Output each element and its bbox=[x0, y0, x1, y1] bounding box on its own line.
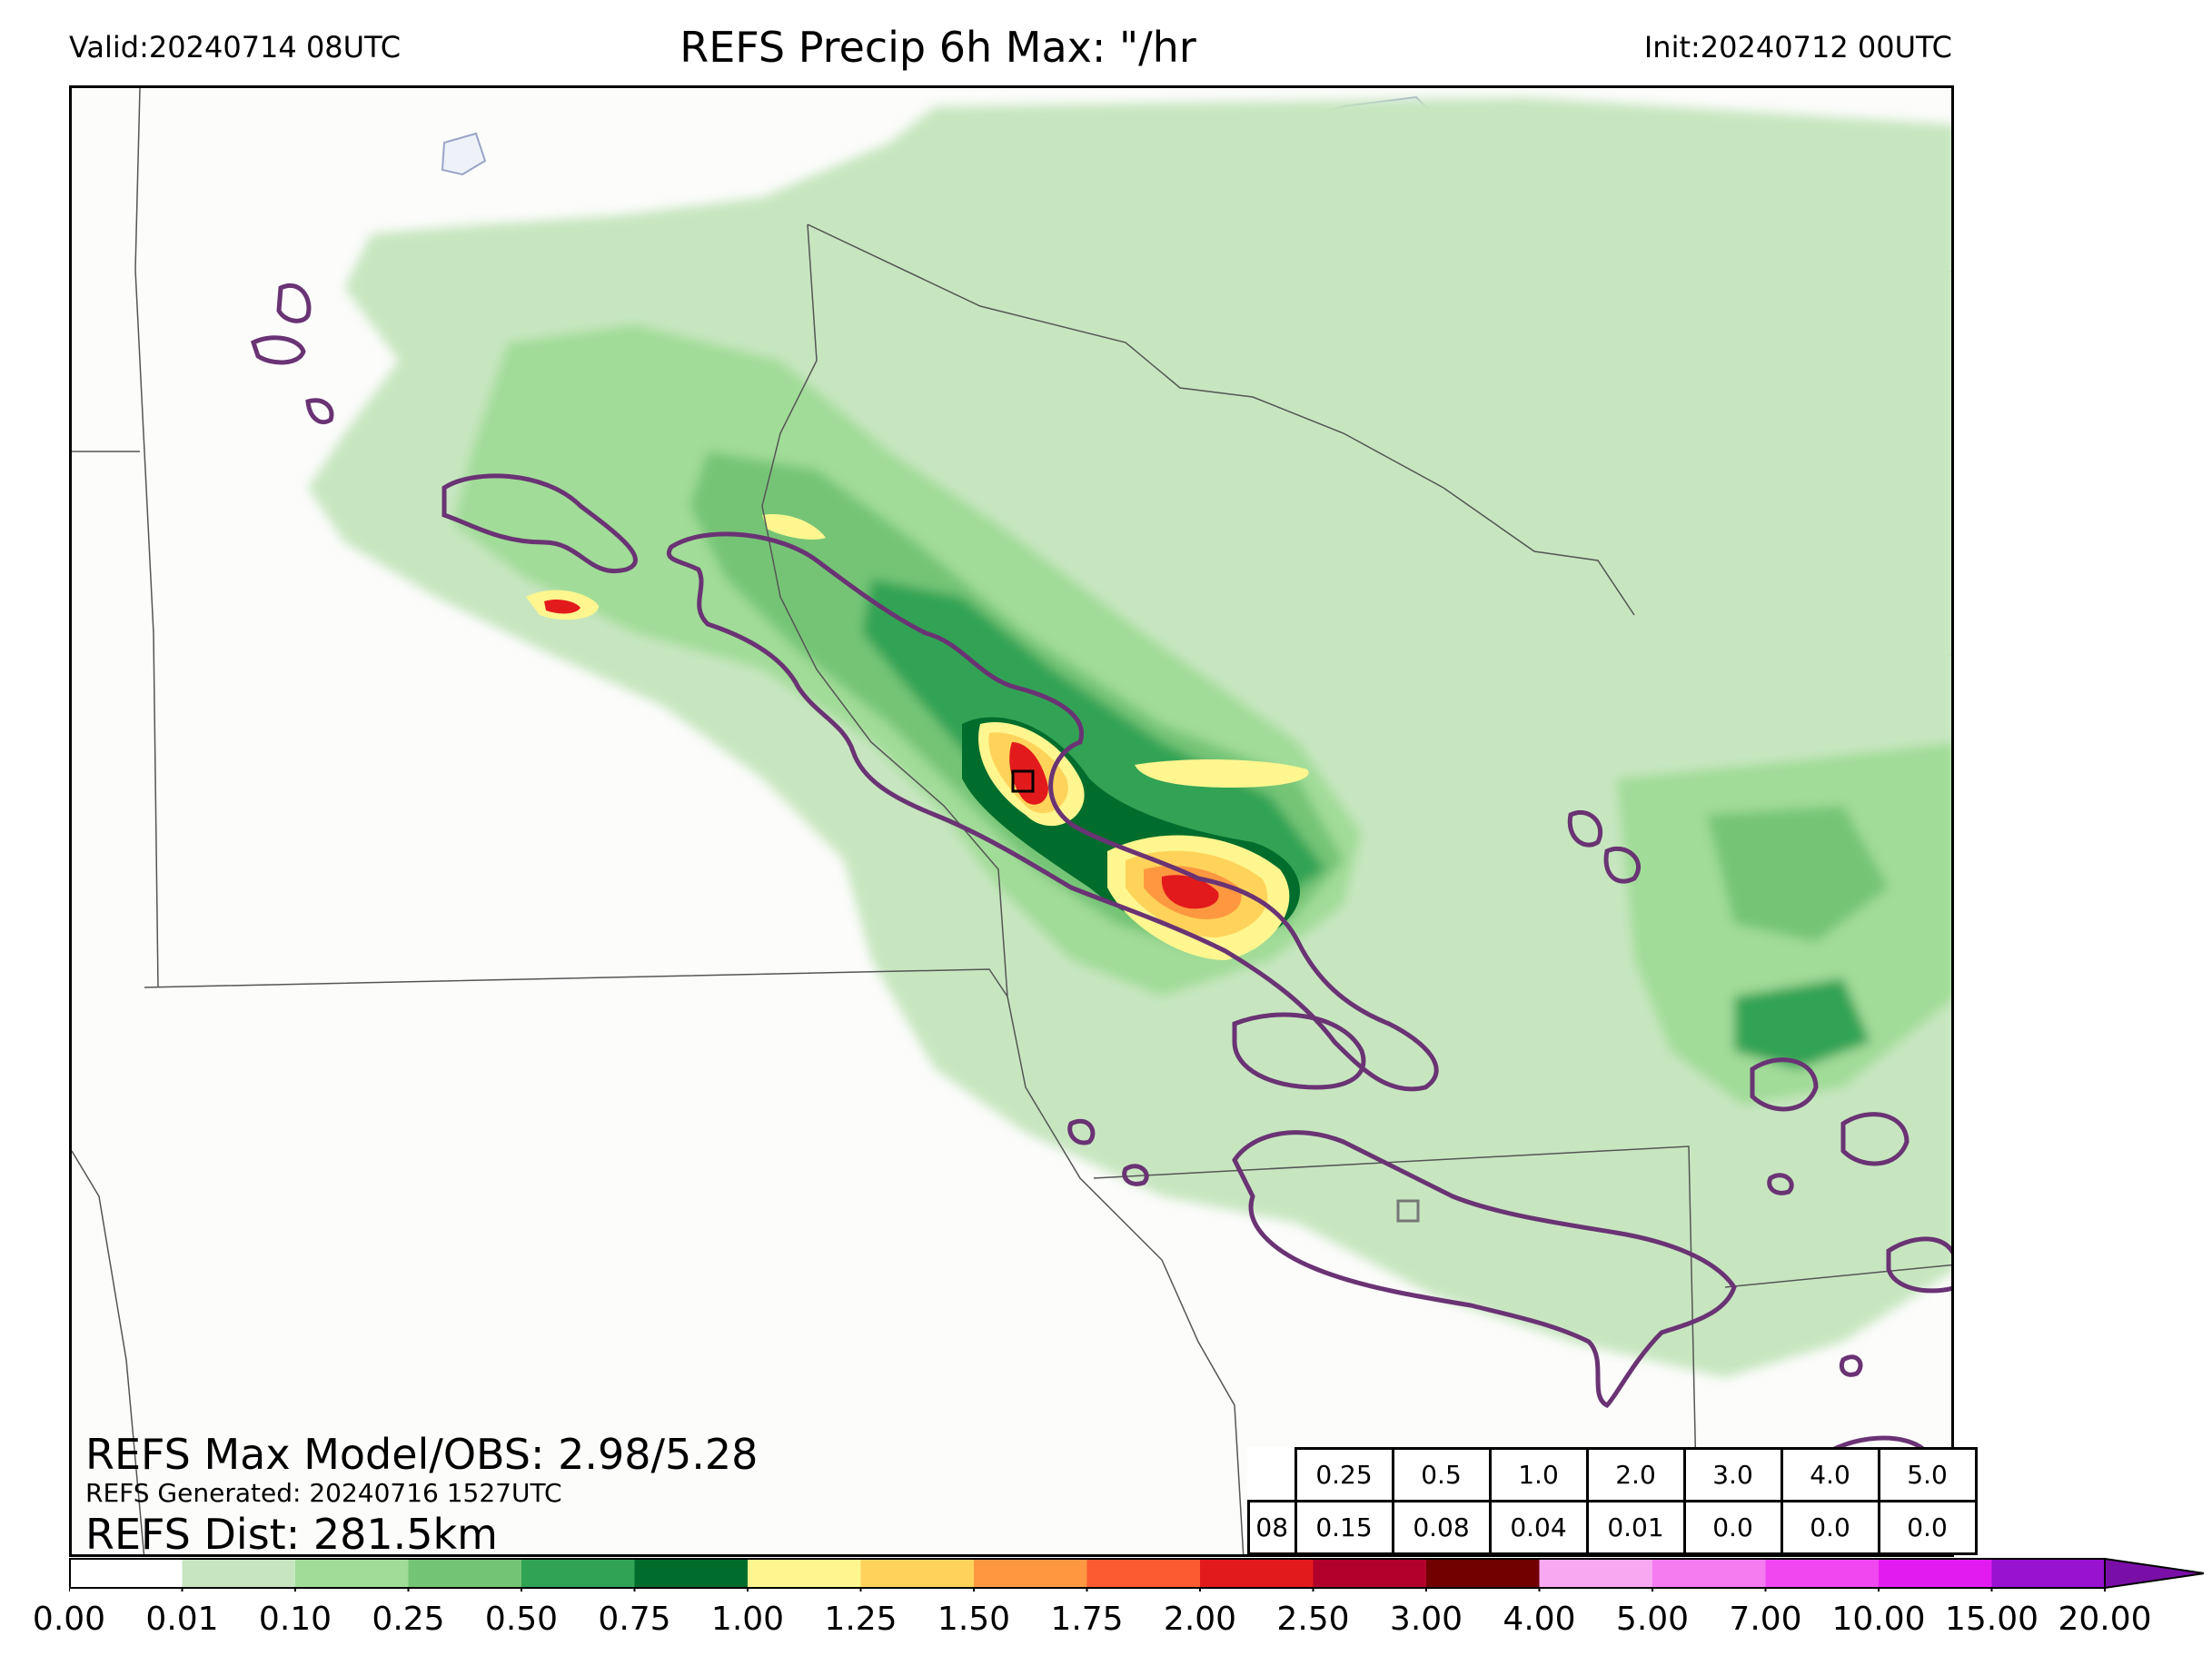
colorbar-tick-label: 5.00 bbox=[1615, 1601, 1690, 1638]
threshold-cell: 4.0 bbox=[1780, 1447, 1880, 1502]
threshold-cell: 3.0 bbox=[1682, 1447, 1783, 1502]
colorbar-segment bbox=[1652, 1559, 1766, 1588]
value-cell: 0.0 bbox=[1682, 1500, 1783, 1555]
colorbar-tick-label: 2.50 bbox=[1276, 1601, 1350, 1638]
colorbar-tick-label: 1.00 bbox=[710, 1601, 785, 1638]
lake-red bbox=[441, 132, 487, 176]
colorbar-segment bbox=[182, 1559, 296, 1588]
colorbar-segment bbox=[295, 1559, 409, 1588]
colorbar-tick-label: 7.00 bbox=[1729, 1601, 1802, 1638]
threshold-cell: 0.25 bbox=[1294, 1447, 1394, 1502]
colorbar-tick-label: 3.00 bbox=[1389, 1601, 1463, 1638]
colorbar-tick-label: 0.50 bbox=[484, 1601, 559, 1638]
colorbar-tick-label: 1.50 bbox=[937, 1601, 1011, 1638]
hour-cell: 08 bbox=[1247, 1500, 1297, 1555]
colorbar-segment bbox=[1879, 1559, 1992, 1588]
valid-time: Valid:20240714 08UTC bbox=[69, 30, 402, 64]
colorbar-tick-label: 0.01 bbox=[145, 1601, 219, 1638]
colorbar-segment bbox=[748, 1559, 861, 1588]
political-borders bbox=[72, 88, 1951, 1554]
colorbar-segment bbox=[69, 1559, 183, 1588]
obs-contours bbox=[250, 283, 1951, 1490]
colorbar-tick-label: 0.25 bbox=[372, 1601, 445, 1638]
colorbar-segment bbox=[1539, 1559, 1653, 1588]
colorbar-tick-label: 4.00 bbox=[1503, 1601, 1576, 1638]
colorbar-tick-label: 20.00 bbox=[2058, 1601, 2152, 1638]
colorbar-segment bbox=[634, 1559, 749, 1588]
colorbar-tick-label: 0.00 bbox=[32, 1601, 106, 1638]
colorbar-segment bbox=[1200, 1559, 1314, 1588]
colorbar-segment bbox=[408, 1559, 522, 1588]
obs-max-marker bbox=[1396, 1199, 1420, 1223]
threshold-cell: 0.5 bbox=[1391, 1447, 1492, 1502]
value-cell: 0.08 bbox=[1391, 1500, 1492, 1555]
colorbar bbox=[69, 1557, 2204, 1592]
value-cell: 0.01 bbox=[1585, 1500, 1686, 1555]
max-model-obs: REFS Max Model/OBS: 2.98/5.28 bbox=[85, 1430, 759, 1479]
value-cell: 0.15 bbox=[1294, 1500, 1394, 1555]
value-cell: 0.04 bbox=[1488, 1500, 1589, 1555]
colorbar-tick-label: 0.10 bbox=[258, 1601, 332, 1638]
chart-title: REFS Precip 6h Max: "/hr bbox=[679, 23, 1196, 72]
colorbar-tick-label: 1.25 bbox=[824, 1601, 898, 1638]
colorbar-segment bbox=[1765, 1559, 1880, 1588]
threshold-cell: 5.0 bbox=[1877, 1447, 1978, 1502]
colorbar-segment bbox=[1426, 1559, 1540, 1588]
colorbar-tick-label: 1.75 bbox=[1050, 1601, 1124, 1638]
colorbar-segment bbox=[860, 1559, 975, 1588]
refs-distance: REFS Dist: 281.5km bbox=[85, 1510, 498, 1559]
value-cell: 0.0 bbox=[1780, 1500, 1880, 1555]
colorbar-segment bbox=[974, 1559, 1087, 1588]
colorbar-extend-arrow bbox=[2104, 1557, 2204, 1590]
precip-map bbox=[69, 85, 1954, 1557]
map-canvas bbox=[72, 88, 1951, 1554]
threshold-table: 0.25 0.5 1.0 2.0 3.0 4.0 5.0 08 0.15 0.0… bbox=[1247, 1447, 1978, 1555]
model-max-marker bbox=[1011, 769, 1035, 793]
threshold-cell: 2.0 bbox=[1585, 1447, 1686, 1502]
colorbar-tick-label: 10.00 bbox=[1831, 1601, 1926, 1638]
init-time: Init:20240712 00UTC bbox=[1643, 30, 1952, 64]
colorbar-segment bbox=[521, 1559, 635, 1588]
colorbar-tick-label: 15.00 bbox=[1944, 1601, 2039, 1638]
threshold-cell: 1.0 bbox=[1488, 1447, 1589, 1502]
colorbar-segment bbox=[1991, 1559, 2106, 1588]
value-cell: 0.0 bbox=[1877, 1500, 1978, 1555]
colorbar-segment bbox=[1086, 1559, 1201, 1588]
colorbar-tick-label: 2.00 bbox=[1163, 1601, 1237, 1638]
generated-time: REFS Generated: 20240716 1527UTC bbox=[85, 1478, 562, 1508]
colorbar-segment bbox=[1313, 1559, 1427, 1588]
precip-field bbox=[308, 97, 1951, 1378]
colorbar-tick-label: 0.75 bbox=[598, 1601, 671, 1638]
